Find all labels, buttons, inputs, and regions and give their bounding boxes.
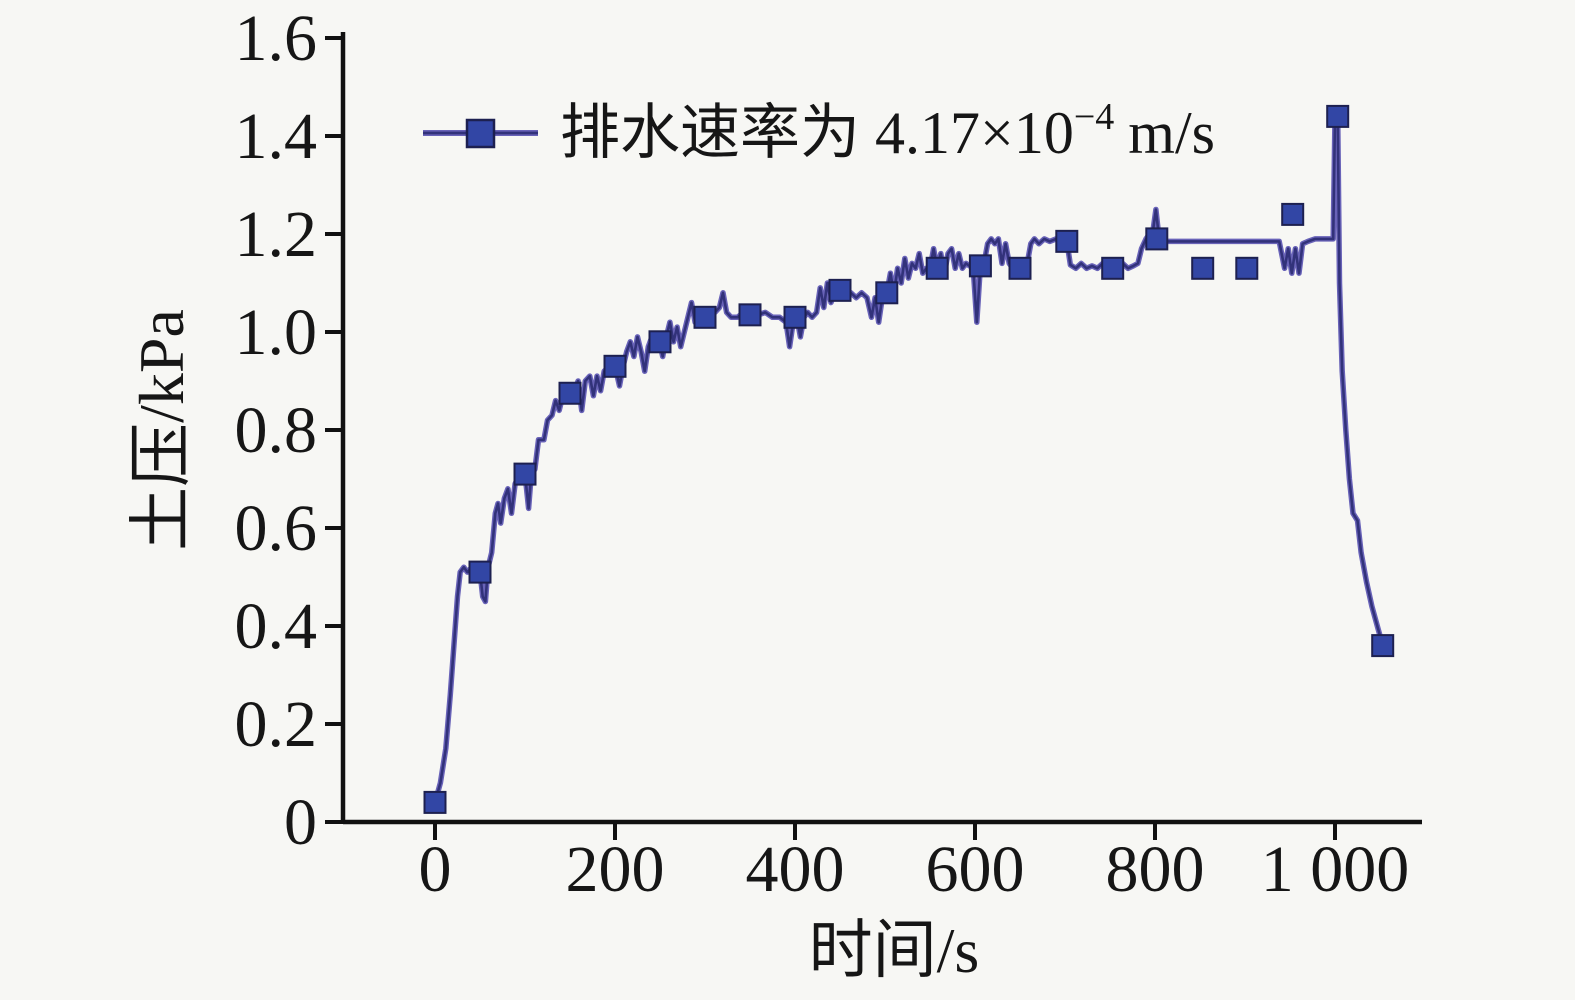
series-line — [433, 115, 1384, 803]
y-tick-label: 0.2 — [235, 688, 318, 761]
tick-labels: 0 200 400 600 800 1 000 0 0.2 0.4 0.6 0.8 1.0 1.2 1.4… — [235, 2, 1410, 906]
legend: 排水速率为 4.17×10−4 m/s — [423, 96, 1215, 166]
legend-label-prefix: 排水速率为 4.17×10 — [560, 100, 1074, 166]
data-point-marker — [423, 790, 447, 814]
series-line-halo — [432, 113, 1386, 804]
x-tick-label: 200 — [566, 833, 665, 906]
data-point-marker — [693, 305, 717, 329]
data-point-marker — [968, 254, 992, 278]
y-tick-label: 0.6 — [235, 492, 318, 565]
data-point-marker — [468, 560, 492, 584]
y-tick-label: 0 — [284, 786, 317, 859]
x-tick-label: 400 — [746, 833, 845, 906]
data-point-marker — [1101, 256, 1125, 280]
data-point-marker — [1326, 104, 1350, 128]
data-point-marker — [925, 256, 949, 280]
data-point-marker — [648, 330, 672, 354]
y-tick-label: 0.4 — [235, 590, 318, 663]
y-tick-label: 1.6 — [235, 2, 318, 75]
data-point-marker — [513, 462, 537, 486]
data-point-marker — [603, 354, 627, 378]
data-point-marker — [1008, 256, 1032, 280]
tick-marks — [325, 36, 1337, 840]
y-tick-label: 0.8 — [235, 394, 318, 467]
y-tick-label: 1.2 — [235, 198, 318, 271]
x-tick-label: 600 — [926, 833, 1025, 906]
data-point-marker — [558, 381, 582, 405]
y-tick-label: 1.4 — [235, 100, 318, 173]
data-point-marker — [828, 278, 852, 302]
data-point-marker — [783, 305, 807, 329]
legend-label-exponent: −4 — [1074, 96, 1114, 138]
data-point-marker — [1371, 634, 1395, 658]
legend-label-unit: m/s — [1128, 100, 1215, 166]
x-axis-label: 时间/s — [809, 915, 980, 986]
x-tick-label: 800 — [1106, 833, 1205, 906]
y-tick-label: 1.0 — [235, 296, 318, 369]
data-point-marker — [1235, 256, 1259, 280]
y-axis-label: 土压/kPa — [126, 309, 197, 551]
data-point-marker — [1281, 202, 1305, 226]
x-tick-label: 1 000 — [1261, 833, 1410, 906]
x-tick-label: 0 — [419, 833, 452, 906]
data-point-marker — [738, 303, 762, 327]
data-point-marker — [875, 281, 899, 305]
legend-marker-icon — [465, 118, 496, 149]
legend-label: 排水速率为 4.17×10−4 m/s — [560, 96, 1215, 166]
data-series — [423, 104, 1395, 814]
data-point-marker — [1145, 227, 1169, 251]
data-point-marker — [1191, 256, 1215, 280]
data-point-marker — [1055, 229, 1079, 253]
axes — [340, 32, 1422, 825]
